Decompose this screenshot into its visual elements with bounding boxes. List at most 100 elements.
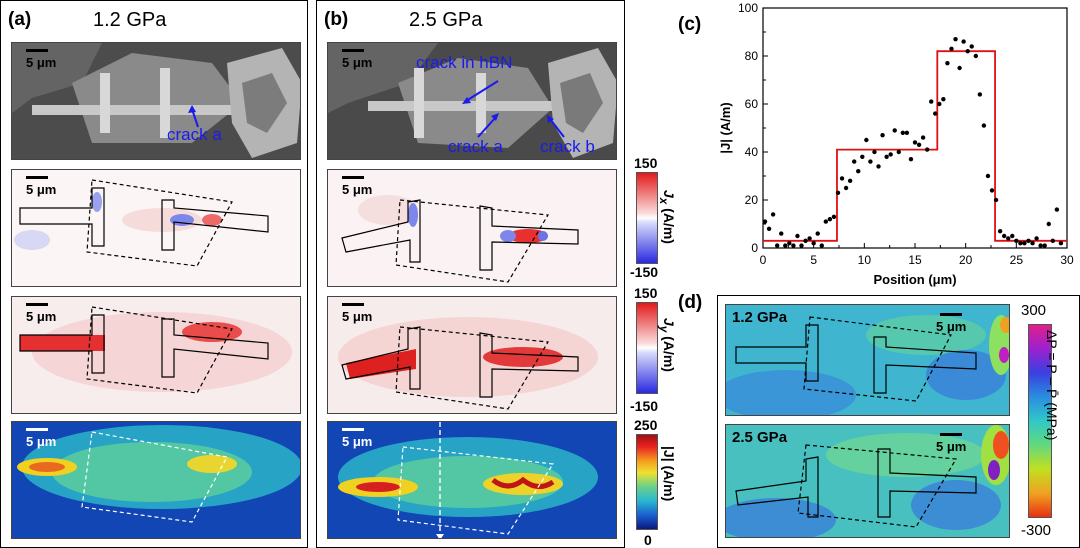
optical-image-b: 5 μm crack in hBN crack a crack b (327, 42, 617, 160)
jmag-colorbar (636, 434, 658, 530)
jx-map-b: 5 μm (327, 169, 617, 287)
panel-c-label: (c) (678, 14, 702, 35)
data-point (823, 219, 829, 224)
data-point (896, 149, 901, 155)
data-point (1026, 238, 1031, 243)
panel-a-pressure: 1.2 GPa (93, 9, 167, 31)
data-point (900, 130, 906, 135)
data-point (969, 44, 974, 49)
data-point (783, 243, 788, 248)
scale-bar-jx-b: 5 μm (342, 176, 372, 197)
panel-d-label: (d) (678, 292, 703, 313)
crack-a-label: crack a (167, 125, 222, 144)
dp-map-2-5gpa: 2.5 GPa 5 μm (725, 424, 1010, 538)
data-point (1058, 241, 1064, 246)
jy-colorbar-min: -150 (630, 398, 659, 414)
panel-a-label: (a) (8, 9, 32, 30)
data-point (803, 238, 808, 243)
data-point (835, 190, 841, 195)
data-point (892, 128, 897, 133)
chart-y-label: |J| (A/m) (718, 102, 733, 153)
data-point (933, 111, 938, 116)
data-point (981, 123, 987, 128)
panel-b-pressure: 2.5 GPa (409, 9, 483, 31)
data-point (1030, 241, 1035, 246)
scale-bar-optical-a: 5 μm (26, 49, 56, 70)
x-tick-label: 0 (760, 253, 767, 267)
data-point (872, 149, 877, 155)
jx-colorbar-min: -150 (630, 264, 659, 280)
crack-hbn-label: crack in hBN (416, 53, 513, 72)
jy-map-a: 5 μm (11, 296, 301, 414)
x-tick-label: 15 (908, 253, 922, 267)
data-point (819, 243, 824, 248)
data-point (924, 147, 930, 152)
data-point (868, 159, 873, 164)
jmag-map-b: 5 μm (327, 421, 617, 539)
data-point (831, 214, 837, 219)
dp-map-1-2gpa: 1.2 GPa 5 μm (725, 304, 1010, 416)
data-point (827, 217, 833, 222)
data-point (908, 157, 914, 162)
position-current-chart: Position (μm) |J| (A/m) 0 5 10 15 20 25 30 0 20 4… (718, 1, 1074, 287)
data-point (1014, 238, 1019, 243)
panel-a: (a) 1.2 GPa 5 μm crack a (0, 0, 308, 548)
data-point (811, 241, 816, 246)
y-tick-label: 100 (738, 1, 758, 15)
y-tick-label: 60 (745, 97, 759, 111)
data-point (888, 152, 893, 157)
y-tick-label: 20 (745, 193, 759, 207)
data-point (1046, 221, 1051, 227)
dp-colorbar-label: ΔP = P – P̄ (MPa) (1044, 330, 1060, 441)
scale-bar-optical-b: 5 μm (342, 49, 372, 70)
scale-bar-jmag-b: 5 μm (342, 428, 372, 449)
data-point (864, 137, 869, 143)
crack-a-arrow (188, 105, 199, 128)
panel-d: (d) 1.2 GPa 5 μm (678, 292, 1080, 548)
scale-bar-dp-2: 5 μm (936, 433, 966, 454)
scale-bar-jmag-a: 5 μm (26, 428, 56, 449)
data-point (770, 212, 776, 217)
data-point (949, 46, 954, 51)
x-tick-label: 30 (1060, 253, 1074, 267)
data-point (912, 140, 918, 145)
dp-map-2-5gpa-label: 2.5 GPa (732, 429, 788, 446)
jy-colorbar (636, 302, 658, 394)
data-point (856, 169, 861, 174)
chart-plot-frame (762, 7, 1068, 249)
data-point (957, 65, 962, 71)
data-point (961, 39, 966, 44)
jmag-colorbar-label: |J| (A/m) (661, 446, 677, 502)
data-point (945, 61, 950, 66)
data-point (766, 226, 772, 231)
optical-image-a: 5 μm crack a (11, 42, 301, 160)
y-tick-label: 80 (745, 49, 759, 63)
data-point (929, 99, 934, 104)
x-tick-label: 10 (858, 253, 872, 267)
scale-bar-dp-1: 5 μm (936, 313, 966, 334)
data-point (965, 49, 970, 54)
y-tick-label: 40 (745, 145, 759, 159)
data-point (795, 233, 800, 239)
data-point (985, 173, 991, 179)
data-point (843, 185, 849, 191)
scale-bar-jy-a: 5 μm (26, 303, 56, 324)
data-point (989, 188, 995, 193)
jx-map-a: 5 μm (11, 169, 301, 287)
crack-a-label-b: crack a (448, 137, 503, 156)
data-point (876, 164, 881, 169)
data-point (884, 154, 889, 159)
jmag-map-a: 5 μm (11, 421, 301, 539)
data-point (1034, 236, 1039, 241)
data-point (1006, 236, 1011, 241)
chart-x-label: Position (μm) (873, 272, 956, 287)
data-point (1038, 243, 1043, 248)
data-point (791, 243, 796, 248)
x-tick-label: 20 (959, 253, 973, 267)
jx-colorbar (636, 172, 658, 264)
jx-colorbar-label: Jx (A/m) (657, 190, 677, 244)
jy-colorbar-max: 150 (634, 285, 658, 301)
crack-b-label: crack b (540, 137, 595, 156)
crack-arrows-b (462, 80, 565, 138)
y-tick-label: 0 (751, 241, 758, 255)
